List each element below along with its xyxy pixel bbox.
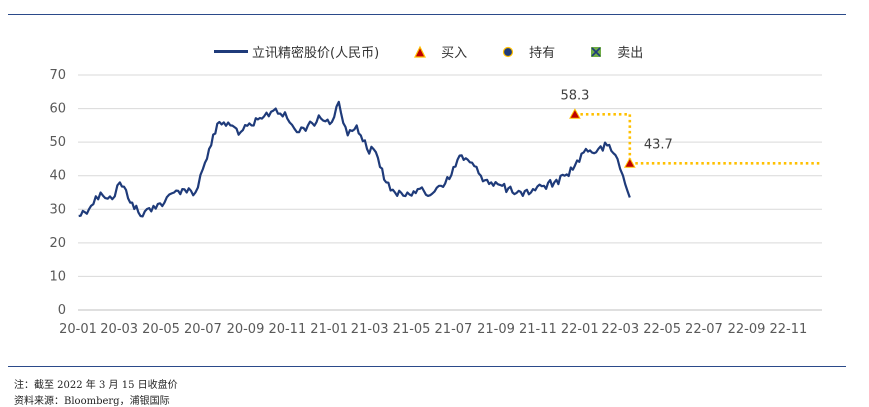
legend-line-swatch <box>214 50 248 53</box>
x-tick-label: 20-03 <box>100 322 138 337</box>
x-tick-label: 21-11 <box>519 322 557 337</box>
sell-cross-icon <box>591 46 602 57</box>
legend-item-price: 立讯精密股价(人民币) <box>214 42 379 61</box>
buy-price-label: 43.7 <box>644 137 673 152</box>
x-tick-label: 22-03 <box>601 322 639 337</box>
x-tick-label: 22-05 <box>643 322 681 337</box>
legend-hold-label: 持有 <box>529 46 556 61</box>
buy-price-label: 58.3 <box>560 88 589 103</box>
x-tick-label: 22-01 <box>561 322 599 337</box>
legend-price-label: 立讯精密股价(人民币) <box>252 46 380 61</box>
buy-triangle-icon <box>414 45 427 58</box>
legend-item-buy: 买入 <box>413 42 467 61</box>
hold-circle-icon <box>503 46 514 57</box>
legend-buy-label: 买入 <box>441 46 468 61</box>
x-tick-label: 22-11 <box>769 322 807 337</box>
buy-marker <box>623 157 636 168</box>
y-tick-label: 30 <box>49 202 66 217</box>
y-tick-label: 20 <box>49 236 66 251</box>
y-tick-label: 0 <box>58 303 66 318</box>
x-tick-label: 20-05 <box>142 322 180 337</box>
footnote-source: 资料来源：Bloomberg，浦银国际 <box>14 396 170 407</box>
footnote-note: 注：截至 2022 年 3 月 15 日收盘价 <box>14 380 178 391</box>
y-tick-label: 60 <box>49 102 66 117</box>
x-tick-label: 21-01 <box>310 322 348 337</box>
price-chart: 0 10 20 30 40 50 60 70 20-01 20-03 20-05 20-07 20-09… <box>49 68 822 337</box>
x-tick-label: 20-01 <box>59 322 97 337</box>
bottom-rule <box>8 366 846 367</box>
y-tick-label: 40 <box>49 169 66 184</box>
x-tick-label: 22-07 <box>685 322 723 337</box>
top-rule <box>8 14 846 15</box>
target-price-line-1 <box>574 112 632 164</box>
legend-item-sell: 卖出 <box>589 42 643 61</box>
legend-item-hold: 持有 <box>501 42 555 61</box>
y-tick-label: 50 <box>49 135 66 150</box>
x-tick-label: 20-09 <box>227 322 265 337</box>
price-series-line <box>78 100 631 218</box>
chart-legend: 立讯精密股价(人民币) 买入 持有 卖出 <box>214 42 677 61</box>
y-tick-label: 10 <box>49 269 66 284</box>
x-tick-label: 21-07 <box>435 322 473 337</box>
x-tick-label: 20-11 <box>268 322 306 337</box>
x-tick-label: 21-09 <box>477 322 515 337</box>
x-tick-label: 22-09 <box>728 322 766 337</box>
x-tick-label: 21-05 <box>393 322 431 337</box>
y-tick-label: 70 <box>49 68 66 83</box>
legend-sell-label: 卖出 <box>617 46 644 61</box>
x-tick-label: 21-03 <box>351 322 389 337</box>
buy-marker <box>569 108 581 119</box>
x-tick-label: 20-07 <box>184 322 222 337</box>
